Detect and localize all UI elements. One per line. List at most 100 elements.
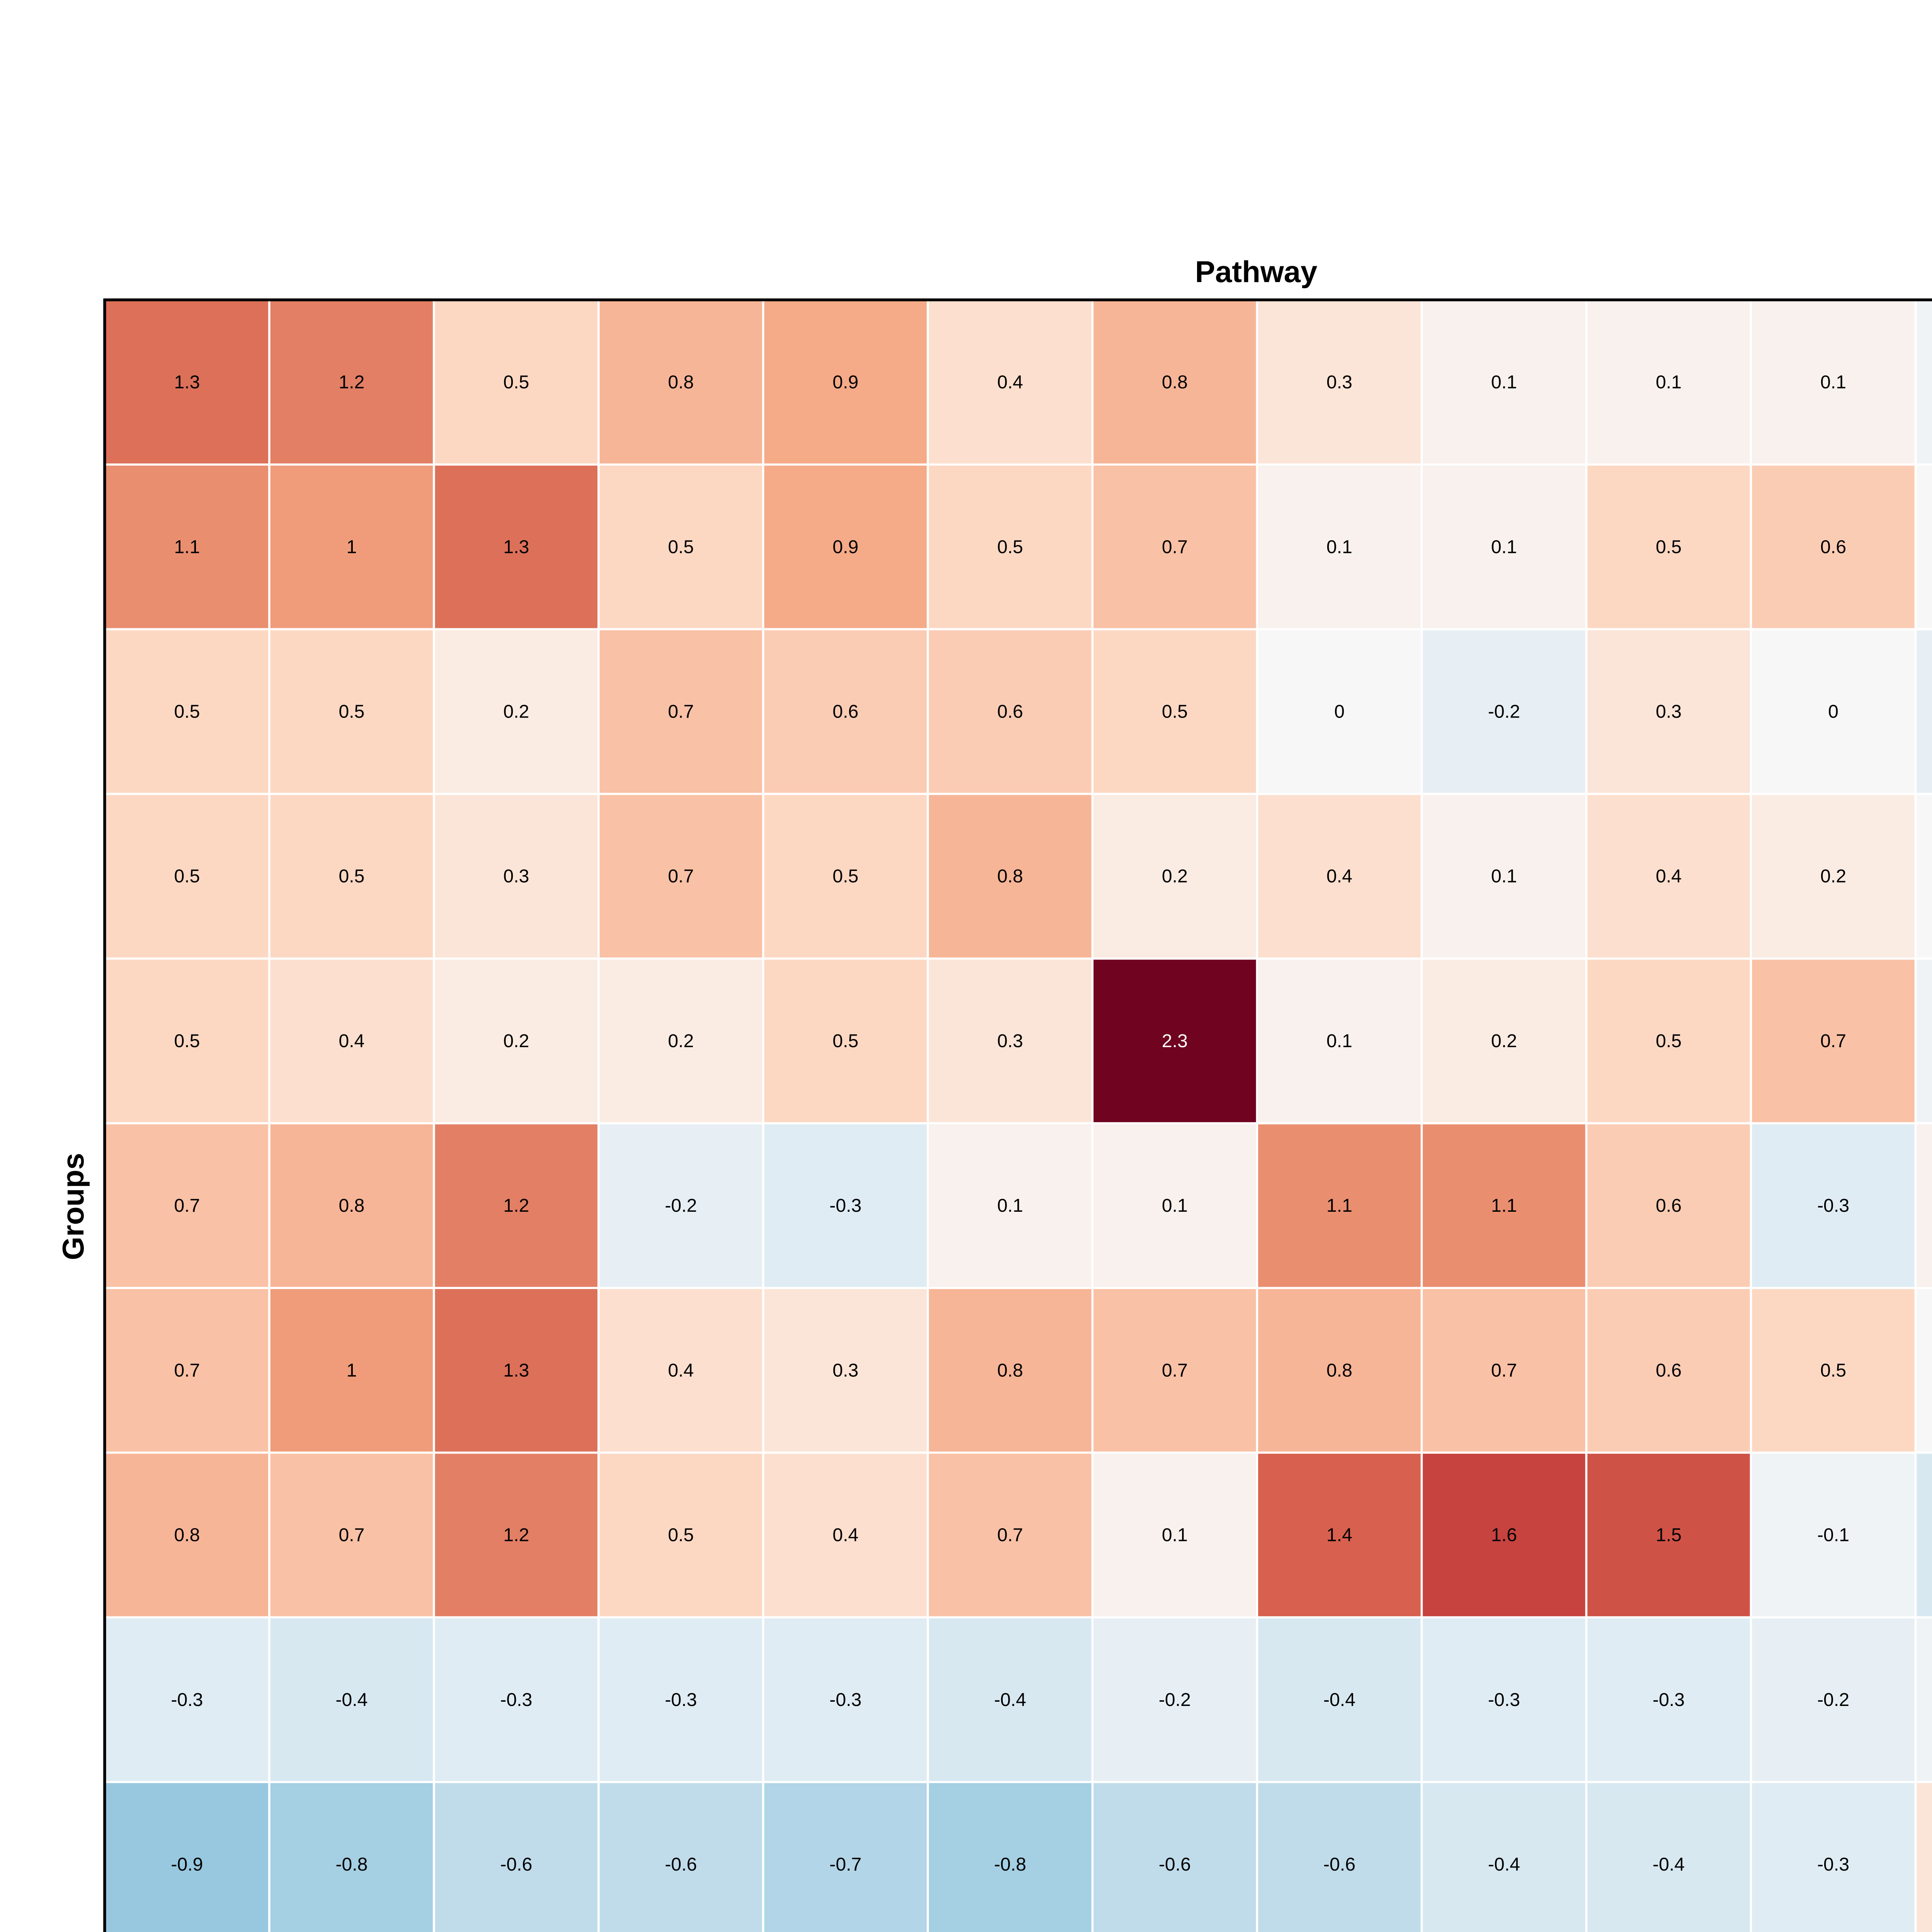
heatmap-cell xyxy=(104,957,270,1124)
cell-value-label: 0.7 xyxy=(174,1360,200,1381)
cell-value-label: 0.3 xyxy=(1327,372,1352,393)
cell-value-label: 0.8 xyxy=(668,372,694,393)
cell-value-label: 1.4 xyxy=(1327,1525,1352,1546)
cell-value-label: 0.5 xyxy=(833,1031,859,1051)
heatmap-cell xyxy=(104,299,270,466)
cell-value-label: -0.9 xyxy=(171,1854,203,1875)
cell-value-label: 0.1 xyxy=(997,1195,1023,1216)
cell-value-label: -0.4 xyxy=(1488,1854,1520,1875)
cell-value-label: 1.1 xyxy=(1327,1195,1352,1216)
cell-value-label: -0.3 xyxy=(665,1689,697,1710)
cell-value-label: 0.1 xyxy=(1327,536,1352,557)
heatmap-cell xyxy=(1420,957,1588,1124)
heatmap-cell xyxy=(762,463,929,631)
heatmap-cell xyxy=(1914,299,1932,466)
cell-value-label: -0.4 xyxy=(335,1689,367,1710)
cell-value-label: 0.7 xyxy=(1162,1360,1188,1381)
heatmap-cells: 1.3 1.2 0.5 0.8 0.9 0.4 0.8 0.3 0.1 0.1 0.1 -0.1 0.6… xyxy=(104,299,1932,1932)
heatmap-cell xyxy=(597,1781,764,1932)
cell-value-label: 0.7 xyxy=(668,866,694,887)
heatmap-cell xyxy=(1091,628,1259,795)
heatmap-cell xyxy=(762,1781,929,1932)
cell-value-label: 0 xyxy=(1334,701,1345,722)
cell-value-label: 0.1 xyxy=(1491,372,1517,393)
heatmap-cell xyxy=(1420,463,1588,631)
heatmap-cell xyxy=(1914,1122,1932,1289)
cell-value-label: 0.4 xyxy=(668,1360,694,1381)
heatmap-cell xyxy=(1914,1287,1932,1454)
heatmap-cell xyxy=(1750,957,1917,1124)
heatmap-cell xyxy=(762,957,929,1124)
cell-value-label: 0 xyxy=(1828,701,1838,722)
heatmap-cell xyxy=(1750,1781,1917,1932)
cell-value-label: 0.4 xyxy=(997,372,1023,393)
heatmap-cell xyxy=(433,463,600,631)
heatmap-cell xyxy=(1091,463,1259,631)
cell-value-label: 0.4 xyxy=(1656,866,1682,887)
heatmap-cell xyxy=(762,628,929,795)
heatmap-cell xyxy=(597,1616,764,1783)
cell-value-label: 0.1 xyxy=(1162,1195,1188,1216)
cell-value-label: 2.3 xyxy=(1162,1031,1188,1051)
heatmap-cell xyxy=(1256,299,1423,466)
heatmap-cell xyxy=(104,1451,270,1619)
cell-value-label: 0.5 xyxy=(1656,1031,1682,1051)
heatmap-cell xyxy=(1091,957,1259,1124)
heatmap-cell xyxy=(927,1616,1094,1783)
heatmap-cell xyxy=(1091,1781,1259,1932)
cell-value-label: -0.3 xyxy=(830,1195,862,1216)
cell-value-label: -0.3 xyxy=(500,1689,532,1710)
heatmap-cell xyxy=(433,957,600,1124)
heatmap-cell xyxy=(104,1781,270,1932)
cell-value-label: 0.5 xyxy=(997,536,1023,557)
heatmap-cell xyxy=(1420,1781,1588,1932)
heatmap-cell xyxy=(762,1451,929,1619)
heatmap-cell xyxy=(104,463,270,631)
cell-value-label: -0.6 xyxy=(1159,1854,1191,1875)
heatmap-cell xyxy=(1585,1781,1752,1932)
cell-value-label: -0.3 xyxy=(1488,1689,1520,1710)
heatmap-cell xyxy=(927,299,1094,466)
cell-value-label: 0.1 xyxy=(1162,1525,1188,1546)
heatmap-cell xyxy=(597,1451,764,1619)
cell-value-label: -0.2 xyxy=(665,1195,697,1216)
heatmap-cell xyxy=(1585,1451,1752,1619)
cell-value-label: 1.6 xyxy=(1491,1525,1517,1546)
heatmap-cell xyxy=(1256,1287,1423,1454)
cell-value-label: -0.8 xyxy=(994,1854,1026,1875)
cell-value-label: 0.5 xyxy=(1656,536,1682,557)
cell-value-label: -0.1 xyxy=(1817,1525,1849,1546)
cell-value-label: 1.3 xyxy=(174,372,200,393)
cell-value-label: 0.5 xyxy=(174,1031,200,1051)
cell-value-label: 0.9 xyxy=(833,536,859,557)
cell-value-label: -0.3 xyxy=(830,1689,862,1710)
heatmap-cell xyxy=(1585,463,1752,631)
cell-value-label: 1.2 xyxy=(338,372,364,393)
cell-value-label: 0.7 xyxy=(668,701,694,722)
heatmap-cell xyxy=(597,1122,764,1289)
heatmap-cell xyxy=(1750,1616,1917,1783)
cell-value-label: 0.8 xyxy=(997,1360,1023,1381)
cell-value-label: -0.6 xyxy=(500,1854,532,1875)
heatmap-cell xyxy=(927,628,1094,795)
cell-value-label: 0.6 xyxy=(833,701,859,722)
chart-title: Pathway xyxy=(1195,255,1318,289)
heatmap-cell xyxy=(433,1616,600,1783)
heatmap-cell xyxy=(268,1781,435,1932)
heatmap-cell xyxy=(1585,1616,1752,1783)
heatmap-cell xyxy=(1091,793,1259,960)
heatmap-cell xyxy=(1420,1287,1588,1454)
cell-value-label: 0.5 xyxy=(338,701,364,722)
cell-value-label: 0.6 xyxy=(1820,536,1846,557)
cell-value-label: 1.3 xyxy=(503,1360,529,1381)
heatmap-cell xyxy=(104,1616,270,1783)
cell-value-label: 0.1 xyxy=(1820,372,1846,393)
cell-value-label: 0.5 xyxy=(174,701,200,722)
cell-value-label: 0.5 xyxy=(1820,1360,1846,1381)
heatmap-cell xyxy=(927,793,1094,960)
cell-value-label: 1.3 xyxy=(503,536,529,557)
heatmap-cell xyxy=(1420,793,1588,960)
cell-value-label: 0.4 xyxy=(833,1525,859,1546)
heatmap-cell xyxy=(1914,957,1932,1124)
heatmap-cell xyxy=(927,1122,1094,1289)
